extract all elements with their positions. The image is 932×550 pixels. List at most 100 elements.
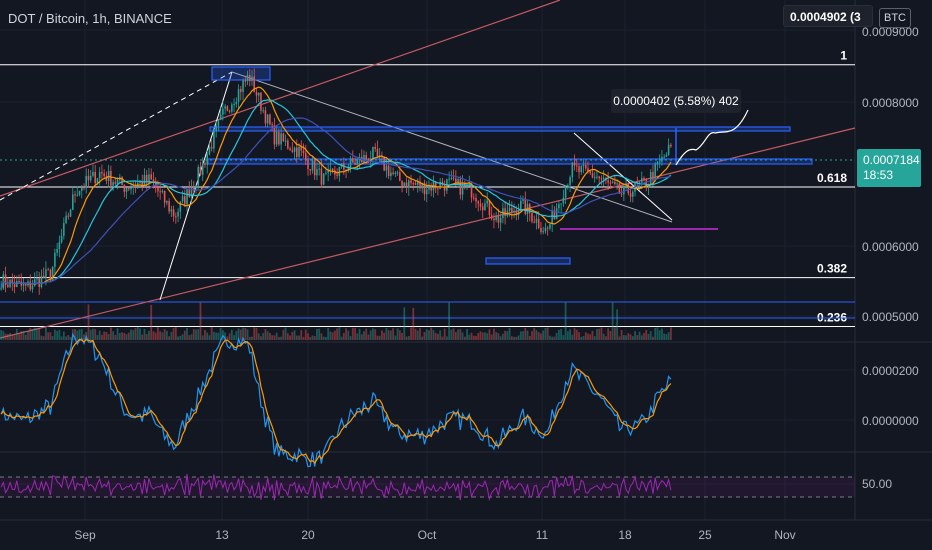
candle-body [313, 160, 316, 176]
candle-body [365, 155, 368, 159]
volume-bar [488, 329, 491, 340]
price-tick: 0.0005000 [862, 310, 919, 324]
volume-bar [255, 327, 258, 340]
candle-body [430, 185, 432, 191]
candle-body [141, 180, 144, 187]
candle-body [257, 92, 260, 96]
volume-bar [553, 336, 556, 340]
volume-bar [387, 330, 390, 340]
volume-bar [159, 331, 162, 340]
candle-body [580, 166, 583, 173]
candle-body [511, 207, 513, 213]
candle-body [163, 190, 166, 203]
candle-body [266, 114, 269, 124]
candle-body [374, 147, 376, 149]
volume-bar [45, 327, 47, 340]
candle-body [76, 194, 79, 196]
volume-bar [667, 332, 670, 340]
volume-bar [564, 302, 567, 340]
volume-bar [607, 328, 610, 340]
volume-bar [325, 336, 327, 340]
candle-body [92, 171, 94, 176]
currency-button[interactable]: BTC [879, 8, 911, 28]
current-price-value: 0.0007184 [863, 153, 920, 167]
candle-body [65, 215, 67, 224]
volume-bar [495, 332, 498, 340]
candle-body [437, 188, 439, 190]
volume-bar [457, 329, 459, 340]
candle-body [192, 188, 195, 190]
volume-bar [260, 336, 262, 340]
volume-bar [616, 309, 619, 340]
candle-body [148, 174, 150, 182]
volume-bar [622, 335, 625, 340]
candle-body [609, 182, 612, 184]
volume-bar [407, 336, 410, 340]
candle-body [80, 187, 83, 191]
volume-bar [602, 333, 605, 340]
candle-body [537, 218, 540, 229]
volume-bar [177, 336, 179, 340]
candle-body [7, 285, 9, 287]
volume-bar [107, 334, 110, 340]
candle-body [654, 163, 656, 180]
time-tick: Oct [418, 528, 437, 542]
volume-bar [217, 332, 220, 340]
candle-body [320, 168, 323, 185]
volume-bar [284, 327, 287, 340]
candle-body [264, 110, 267, 124]
volume-bar [439, 330, 442, 340]
volume-bar [139, 328, 141, 340]
candle-body [470, 183, 473, 198]
volume-bar [656, 327, 659, 340]
volume-bar [669, 327, 672, 340]
candle-body [199, 167, 202, 175]
volume-bar [385, 327, 388, 340]
candle-body [459, 179, 462, 195]
volume-bar [248, 336, 251, 340]
candle-body [558, 204, 560, 209]
candle-body [296, 147, 298, 157]
candle-body [36, 278, 38, 280]
candle-body [327, 169, 329, 173]
volume-bar [578, 332, 580, 340]
volume-bar [396, 328, 399, 340]
volume-bar [410, 327, 412, 340]
candle-body [620, 193, 623, 195]
candle-body [322, 173, 325, 185]
candle-body [13, 283, 16, 288]
candle-body [414, 183, 417, 185]
candle-body [58, 242, 61, 249]
candle-body [573, 162, 576, 166]
candle-body [499, 218, 502, 223]
volume-bar [213, 331, 215, 340]
candle-body [455, 178, 457, 183]
fib-label: 0.382 [817, 262, 847, 276]
candle-body [490, 215, 493, 219]
candle-body [665, 154, 668, 157]
candle-body [616, 183, 618, 185]
volume-bar [363, 331, 365, 340]
candle-body [390, 172, 392, 177]
volume-bar [199, 302, 202, 340]
volume-bar [358, 328, 361, 340]
candle-body [652, 171, 654, 180]
candle-body [643, 178, 645, 180]
candle-body [347, 166, 350, 171]
candle-body [275, 131, 278, 145]
volume-bar [381, 330, 383, 340]
candle-body [564, 185, 567, 198]
candle-body [226, 106, 229, 111]
candle-body [289, 148, 291, 151]
candle-body [403, 182, 406, 186]
volume-bar [486, 333, 489, 340]
candle-body [618, 183, 621, 194]
volume-bar [611, 302, 614, 340]
candle-body [40, 275, 43, 288]
candle-body [423, 182, 426, 195]
volume-bar [125, 334, 128, 340]
symbol-title: DOT / Bitcoin, 1h, BINANCE [8, 11, 172, 26]
candle-body [150, 174, 152, 180]
volume-bar [58, 329, 61, 340]
